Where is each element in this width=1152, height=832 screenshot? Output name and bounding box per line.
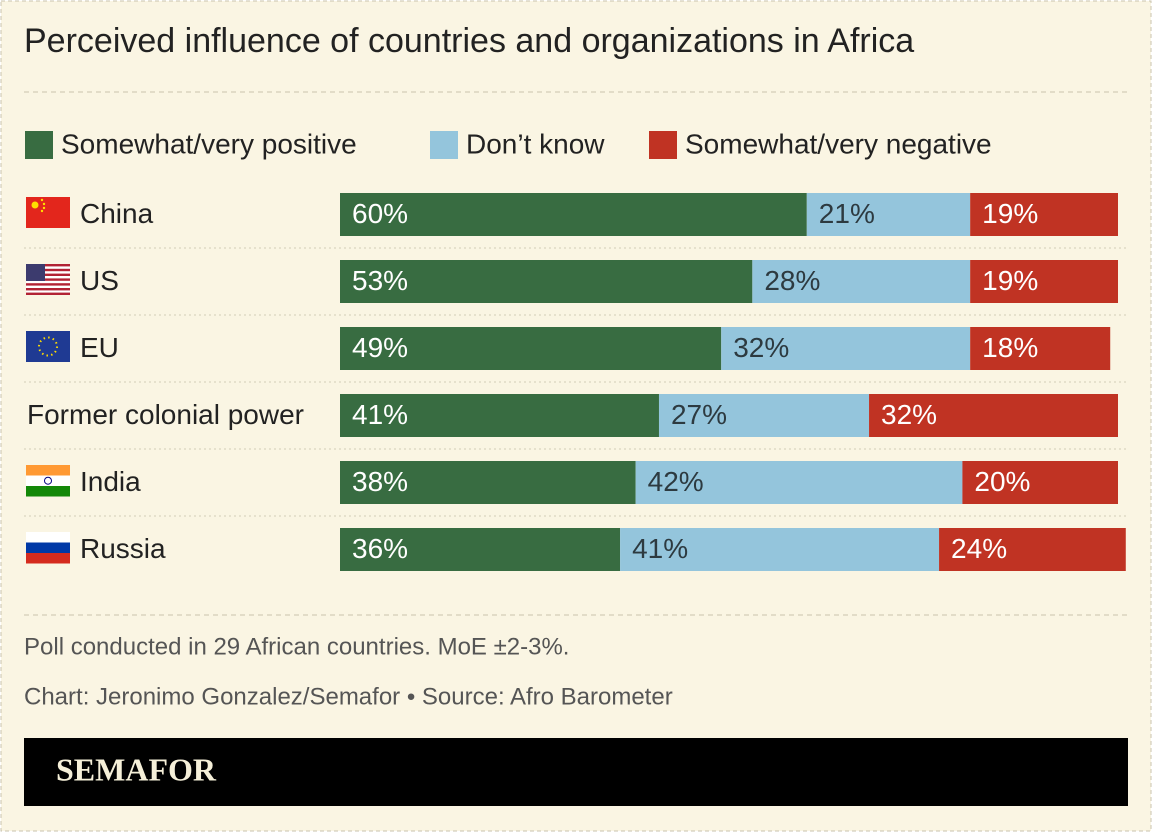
legend-label: Somewhat/very positive xyxy=(61,128,357,159)
credit: Chart: Jeronimo Gonzalez/Semafor • Sourc… xyxy=(24,683,673,710)
bar-segment xyxy=(752,260,971,303)
bar-segment xyxy=(340,394,659,437)
value-label: 60% xyxy=(352,198,408,229)
legend-swatch xyxy=(25,131,53,159)
bar-segment xyxy=(962,461,1118,504)
category-label: India xyxy=(80,466,141,497)
value-label: 38% xyxy=(352,466,408,497)
bar-segment xyxy=(658,394,870,437)
chart-title: Perceived influence of countries and org… xyxy=(24,22,914,60)
value-label: 24% xyxy=(951,533,1007,564)
value-label: 21% xyxy=(819,198,875,229)
brand: SEMAFOR xyxy=(56,751,217,787)
value-label: 49% xyxy=(352,332,408,363)
value-label: 41% xyxy=(352,399,408,430)
bar-segment xyxy=(721,327,971,370)
value-label: 32% xyxy=(881,399,937,430)
legend-label: Somewhat/very negative xyxy=(685,128,992,159)
category-label: China xyxy=(80,198,154,229)
flag-eu xyxy=(26,331,70,362)
category-label: Former colonial power xyxy=(27,399,304,430)
value-label: 53% xyxy=(352,265,408,296)
note: Poll conducted in 29 African countries. … xyxy=(24,633,569,660)
legend-swatch xyxy=(649,131,677,159)
bar-segment xyxy=(620,528,940,571)
value-label: 28% xyxy=(764,265,820,296)
flag-india xyxy=(26,465,70,497)
bar-segment xyxy=(970,193,1118,236)
bar-segment xyxy=(340,327,722,370)
category-label: EU xyxy=(80,332,119,363)
value-label: 41% xyxy=(632,533,688,564)
brand-bar xyxy=(24,738,1128,806)
value-label: 18% xyxy=(982,332,1038,363)
value-label: 32% xyxy=(733,332,789,363)
value-label: 27% xyxy=(671,399,727,430)
bar-segment xyxy=(340,260,753,303)
value-label: 19% xyxy=(982,198,1038,229)
bar-segment xyxy=(970,327,1111,370)
flag-russia xyxy=(26,532,70,564)
category-label: Russia xyxy=(80,533,166,564)
flag-us xyxy=(26,264,70,295)
bar-segment xyxy=(806,193,971,236)
bar-segment xyxy=(635,461,963,504)
flag-china xyxy=(26,197,70,228)
bar-segment xyxy=(939,528,1126,571)
bar-segment xyxy=(340,528,621,571)
value-label: 42% xyxy=(648,466,704,497)
legend-label: Don’t know xyxy=(466,128,605,159)
category-label: US xyxy=(80,265,119,296)
value-label: 19% xyxy=(982,265,1038,296)
legend-swatch xyxy=(430,131,458,159)
value-label: 36% xyxy=(352,533,408,564)
bar-segment xyxy=(970,260,1118,303)
bar-segment xyxy=(340,193,807,236)
bar-segment xyxy=(340,461,636,504)
value-label: 20% xyxy=(974,466,1030,497)
bar-segment xyxy=(869,394,1118,437)
